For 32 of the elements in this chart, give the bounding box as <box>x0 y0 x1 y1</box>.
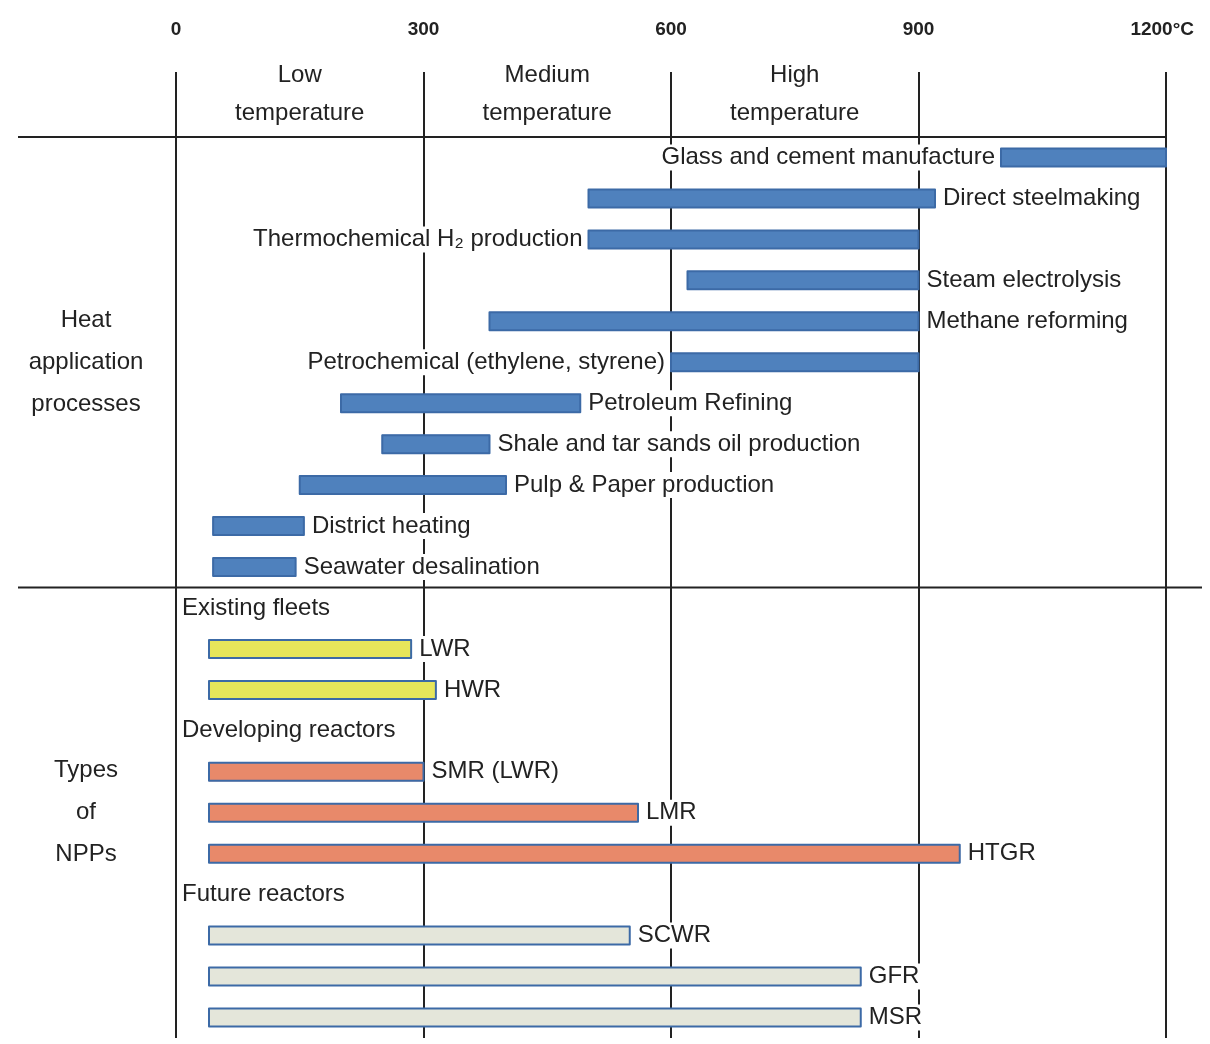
x-tick-label: 900 <box>902 18 935 40</box>
y-tick-label: SCWR <box>637 920 712 948</box>
text: Medium temperature <box>482 59 612 125</box>
y-tick-label: Future reactors <box>182 879 345 907</box>
text: Types of NPPs <box>53 755 119 867</box>
y-tick-label: MSR <box>868 1002 923 1030</box>
y-tick-label: Seawater desalination <box>303 551 540 579</box>
text: Low temperature <box>235 59 365 125</box>
y-tick-label: Petroleum Refining <box>588 387 793 415</box>
y-tick-label: Steam electrolysis <box>926 264 1122 292</box>
text: Heat application processes <box>28 304 144 416</box>
y-tick-label: District heating <box>311 510 471 538</box>
y-tick-label: Glass and cement manufacture <box>661 142 995 170</box>
y-tick-label: SMR (LWR) <box>431 756 560 784</box>
x-tick-label: 0 <box>170 18 182 40</box>
y-tick-label: Thermochemical H₂ production <box>253 224 583 252</box>
x-tick-label: 1200°C <box>1130 18 1195 40</box>
text: High temperature <box>730 59 860 125</box>
y-tick-label: Existing fleets <box>182 592 331 620</box>
y-tick-label: LWR <box>419 633 471 661</box>
y-tick-label: Pulp & Paper production <box>514 469 775 497</box>
y-tick-label: LMR <box>646 797 697 825</box>
y-tick-label: Petrochemical (ethylene, styrene) <box>307 346 665 374</box>
y-tick-label: GFR <box>868 961 920 989</box>
y-tick-label: HWR <box>443 674 502 702</box>
x-tick-label: 600 <box>655 18 687 40</box>
y-tick-label: HTGR <box>967 838 1036 866</box>
y-tick-label: Shale and tar sands oil production <box>497 428 861 456</box>
y-tick-label: Direct steelmaking <box>943 183 1141 211</box>
y-tick-label: Methane reforming <box>926 305 1128 333</box>
x-tick-label: 300 <box>407 18 440 40</box>
y-tick-label: Developing reactors <box>182 715 396 743</box>
